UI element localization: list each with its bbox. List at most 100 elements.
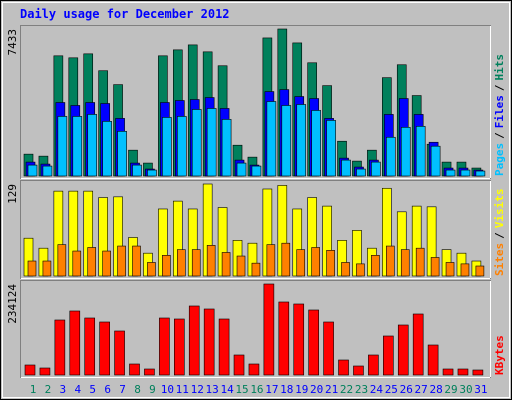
- bar: [371, 255, 380, 277]
- bar: [221, 119, 232, 177]
- x-tick-label: 31: [474, 383, 487, 396]
- bar: [132, 164, 142, 177]
- bar: [326, 120, 336, 177]
- bar: [296, 249, 306, 277]
- x-tick-label: 9: [149, 383, 156, 396]
- bar: [144, 368, 155, 376]
- bar: [24, 364, 36, 376]
- bar: [27, 260, 37, 277]
- legend-separator: /: [493, 232, 506, 239]
- bar: [400, 127, 411, 177]
- bar: [42, 260, 52, 277]
- bar: [311, 247, 320, 277]
- bar: [445, 262, 455, 277]
- bar: [99, 321, 110, 376]
- x-tick-label: 25: [385, 383, 398, 396]
- bar: [87, 114, 98, 177]
- x-tick-label: 19: [295, 383, 308, 396]
- bar: [39, 367, 51, 376]
- bar: [27, 164, 38, 177]
- bar: [69, 310, 81, 376]
- bar: [57, 116, 68, 177]
- panel: [20, 280, 491, 378]
- legend-entry: Sites: [493, 243, 506, 276]
- x-tick-label: 2: [45, 383, 52, 396]
- bar: [159, 317, 170, 376]
- bar: [460, 263, 470, 277]
- legend-entry: Pages: [493, 143, 506, 176]
- bar: [114, 330, 125, 376]
- x-tick-label: 17: [265, 383, 278, 396]
- bar: [397, 324, 409, 376]
- bar: [206, 245, 216, 277]
- bar: [102, 121, 112, 177]
- x-tick-label: 6: [104, 383, 111, 396]
- bar: [177, 116, 187, 177]
- chart-title: Daily usage for December 2012: [20, 7, 230, 21]
- legend-entry: KBytes: [493, 335, 506, 375]
- bar: [415, 247, 425, 277]
- bar: [475, 265, 485, 277]
- bar: [191, 109, 202, 177]
- bar: [368, 354, 379, 376]
- legend-entry: Hits: [493, 54, 506, 81]
- bar: [445, 169, 456, 177]
- bar: [263, 283, 275, 376]
- x-tick-label: 18: [280, 383, 293, 396]
- x-tick-label: 23: [355, 383, 368, 396]
- bar: [191, 249, 201, 277]
- bar: [72, 250, 82, 277]
- x-tick-label: 14: [220, 383, 234, 396]
- x-tick-label: 12: [191, 383, 204, 396]
- bar: [430, 145, 441, 177]
- x-tick-label: 7: [119, 383, 126, 396]
- bar: [308, 309, 319, 376]
- bar: [218, 318, 230, 376]
- legend: KBytes: [493, 335, 506, 375]
- x-tick-label: 22: [340, 383, 353, 396]
- bar: [353, 365, 364, 376]
- bar: [117, 245, 126, 277]
- x-tick-label: 5: [89, 383, 96, 396]
- bar: [412, 313, 424, 376]
- bar: [248, 363, 260, 376]
- bar: [386, 245, 395, 277]
- legend-separator: /: [493, 84, 506, 91]
- bar: [162, 117, 172, 177]
- bar: [42, 165, 53, 177]
- x-tick-label: 8: [134, 383, 141, 396]
- bar: [296, 104, 307, 177]
- bar: [188, 305, 200, 376]
- x-tick-label: 20: [310, 383, 323, 396]
- bar: [341, 159, 351, 177]
- bar: [415, 126, 426, 177]
- bar: [386, 136, 396, 177]
- bar: [326, 250, 335, 277]
- bar: [293, 303, 305, 376]
- bar: [281, 105, 292, 177]
- x-tick-label: 29: [444, 383, 457, 396]
- bar: [457, 368, 469, 376]
- x-tick-label: 30: [459, 383, 472, 396]
- bar: [356, 168, 366, 177]
- bar: [371, 161, 381, 177]
- bar: [236, 255, 246, 277]
- y-tick-label: 129: [6, 184, 19, 204]
- bar: [311, 110, 321, 177]
- bar: [221, 252, 231, 277]
- legend-entry: Files: [493, 95, 506, 128]
- bar: [162, 255, 171, 277]
- bar: [266, 244, 276, 277]
- x-tick-label: 3: [60, 383, 67, 396]
- bar: [203, 308, 215, 376]
- x-tick-label: 16: [250, 383, 263, 396]
- bar: [278, 301, 290, 376]
- x-tick-label: 28: [429, 383, 442, 396]
- legend-entry: Visits: [493, 189, 506, 229]
- bar: [338, 359, 349, 376]
- x-tick-label: 10: [161, 383, 174, 396]
- bar: [472, 369, 484, 376]
